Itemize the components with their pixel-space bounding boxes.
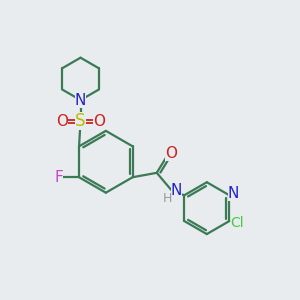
Text: Cl: Cl	[231, 216, 244, 230]
Text: N: N	[75, 93, 86, 108]
Text: S: S	[75, 112, 86, 130]
Text: O: O	[93, 114, 105, 129]
Text: O: O	[56, 114, 68, 129]
Text: F: F	[54, 170, 63, 185]
Text: N: N	[171, 183, 182, 198]
Text: H: H	[162, 192, 172, 205]
Text: O: O	[165, 146, 177, 160]
Text: N: N	[228, 186, 239, 201]
